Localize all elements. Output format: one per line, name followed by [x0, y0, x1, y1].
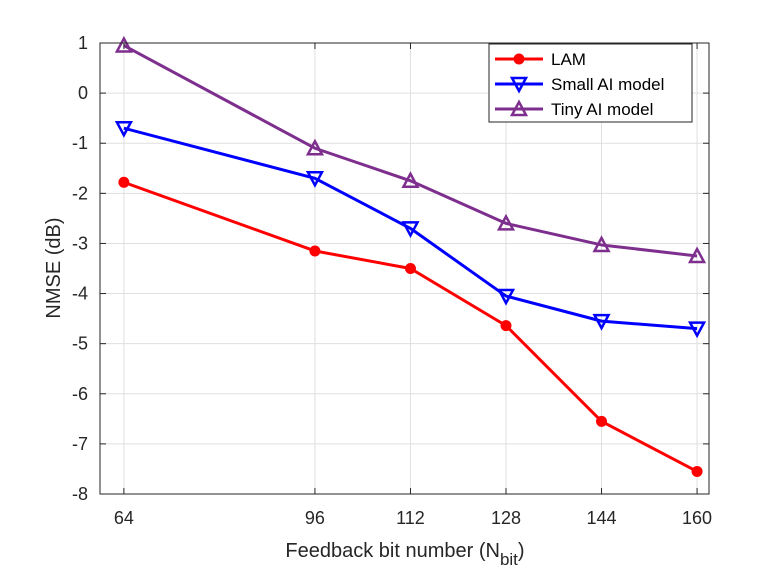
data-point — [309, 245, 321, 257]
plot-frame — [99, 42, 710, 495]
y-tick-label: -4 — [72, 284, 88, 304]
series-layer — [114, 35, 707, 477]
y-tick-label: -7 — [72, 434, 88, 454]
y-tick-label: 0 — [78, 83, 88, 103]
y-tick-label: -8 — [72, 484, 88, 504]
data-point — [496, 288, 516, 306]
x-axis-label: Feedback bit number (Nbit) — [285, 540, 524, 569]
series-line — [123, 44, 698, 258]
legend-marker — [509, 76, 529, 94]
x-tick-label: 112 — [396, 508, 425, 528]
y-tick-label: -6 — [72, 384, 88, 404]
legend-label: Tiny AI model — [551, 100, 653, 119]
y-tick-label: -1 — [72, 133, 88, 153]
data-point — [496, 213, 516, 231]
y-tick-label: -3 — [72, 233, 88, 253]
y-axis-label: NMSE (dB) — [43, 217, 65, 318]
data-point — [500, 320, 512, 332]
x-tick-label: 128 — [491, 508, 521, 528]
series-small-ai-model — [114, 120, 707, 339]
x-tick-label: 160 — [682, 508, 712, 528]
x-axis-label-main: Feedback bit number (N — [285, 540, 500, 562]
x-tick-label: 96 — [305, 508, 325, 528]
data-point — [305, 138, 325, 156]
data-point — [687, 246, 707, 264]
data-point — [114, 120, 133, 138]
axes: 64 96 112 128 144 160 1 0 -1 -2 -3 -4 -5 -6 -7 -8 — [72, 33, 712, 528]
series-lam — [118, 176, 703, 477]
legend-label: LAM — [551, 50, 586, 69]
data-point — [305, 171, 325, 188]
data-point — [404, 263, 416, 274]
data-point — [114, 35, 133, 53]
legend: LAM Small AI model Tiny AI model — [488, 43, 693, 123]
data-point — [401, 171, 420, 189]
legend-marker — [509, 99, 529, 117]
data-point — [691, 465, 703, 477]
x-axis-label-subscript: bit — [500, 550, 518, 569]
series-line — [123, 180, 698, 473]
data-point — [592, 313, 611, 331]
data-point — [596, 415, 608, 427]
legend-label: Small AI model — [551, 75, 664, 94]
series-tiny-ai-model — [114, 35, 707, 264]
x-tick-label: 64 — [114, 508, 134, 528]
x-axis-label-close: ) — [518, 540, 525, 562]
y-tick-label: -5 — [72, 334, 88, 354]
series-line — [123, 126, 698, 331]
legend-marker — [513, 53, 525, 65]
data-point — [592, 235, 611, 253]
x-tick-label: 144 — [587, 508, 617, 528]
y-tick-label: -2 — [72, 183, 88, 203]
data-point — [118, 176, 130, 188]
data-point — [687, 321, 707, 339]
data-point — [401, 221, 420, 239]
y-tick-label: 1 — [78, 33, 88, 53]
